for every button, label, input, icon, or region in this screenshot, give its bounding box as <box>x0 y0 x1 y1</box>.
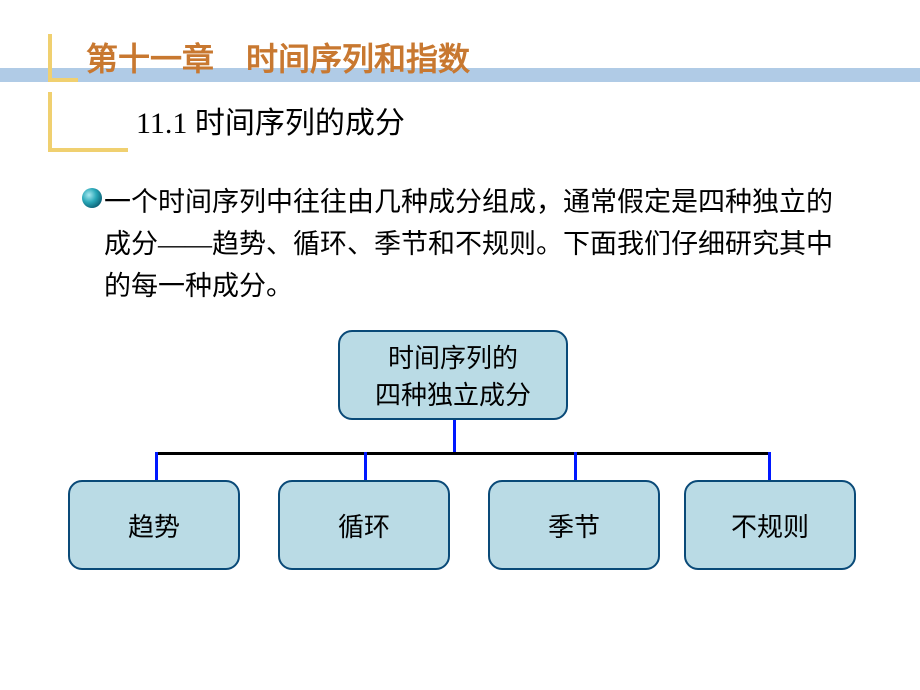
paragraph-text: 一个时间序列中往往由几种成分组成，通常假定是四种独立的成分——趋势、循环、季节和… <box>104 182 844 308</box>
tree-drop <box>364 452 367 480</box>
tree-child-node: 季节 <box>488 480 660 570</box>
tree-drop <box>574 452 577 480</box>
bullet-icon <box>82 188 102 208</box>
tree-hbar <box>155 452 771 455</box>
tree-drop <box>155 452 158 480</box>
tree-root-node: 时间序列的 四种独立成分 <box>338 330 568 420</box>
tree-diagram: 时间序列的 四种独立成分 趋势循环季节不规则 <box>0 320 920 640</box>
chapter-title: 第十一章 时间序列和指数 <box>86 34 470 80</box>
tree-child-node: 不规则 <box>684 480 856 570</box>
section-title: 11.1 时间序列的成分 <box>136 98 405 142</box>
decor-bracket-top <box>48 34 78 82</box>
tree-drop <box>768 452 771 480</box>
tree-child-node: 循环 <box>278 480 450 570</box>
decor-bracket-sub <box>48 92 128 152</box>
slide: 第十一章 时间序列和指数 11.1 时间序列的成分 一个时间序列中往往由几种成分… <box>0 0 920 690</box>
tree-child-node: 趋势 <box>68 480 240 570</box>
tree-root-stem <box>453 420 456 453</box>
